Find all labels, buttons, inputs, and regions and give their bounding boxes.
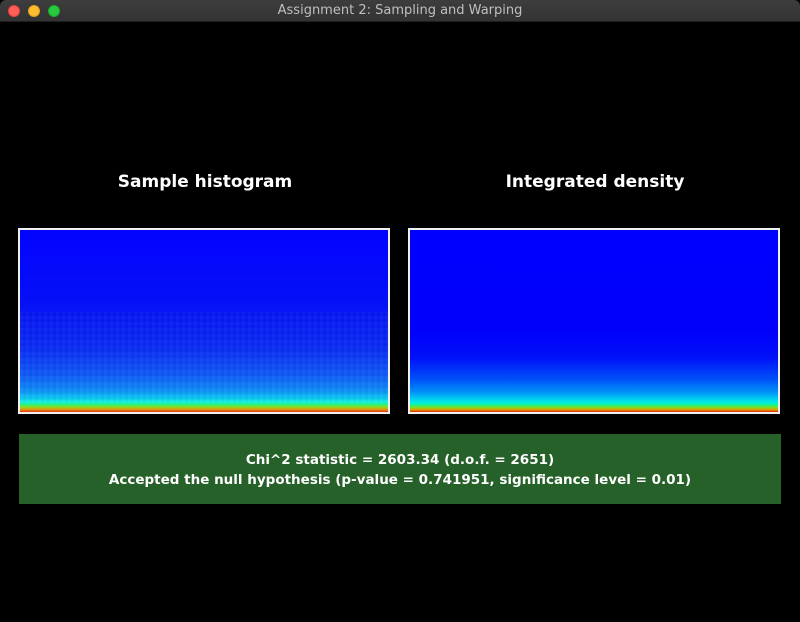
sample-histogram-noise [20,311,388,403]
close-window-button[interactable] [8,5,20,17]
integrated-density-heading: Integrated density [505,172,685,192]
chi-square-statistic-text: Chi^2 statistic = 2603.34 (d.o.f. = 2651… [245,452,555,468]
maximize-window-button[interactable] [48,5,60,17]
integrated-density-heatmap [410,230,778,412]
sample-histogram-plot [18,228,390,414]
sample-histogram-heatmap [20,230,388,412]
integrated-density-plot [408,228,780,414]
sample-histogram-heading: Sample histogram [117,172,293,192]
title-bar[interactable]: Assignment 2: Sampling and Warping [0,0,800,22]
window-title: Assignment 2: Sampling and Warping [277,3,523,18]
minimize-window-button[interactable] [28,5,40,17]
hypothesis-result-text: Accepted the null hypothesis (p-value = … [108,472,692,488]
chi-square-result-box: Chi^2 statistic = 2603.34 (d.o.f. = 2651… [19,434,781,504]
